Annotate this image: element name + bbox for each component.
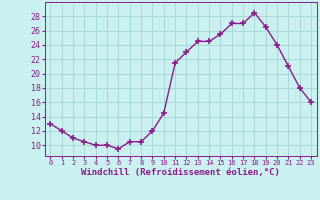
X-axis label: Windchill (Refroidissement éolien,°C): Windchill (Refroidissement éolien,°C)	[81, 168, 280, 177]
